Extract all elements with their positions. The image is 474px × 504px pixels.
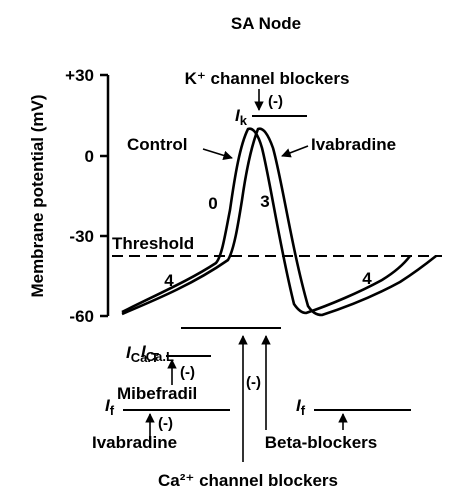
mibefradil-label: Mibefradil — [117, 384, 197, 403]
y-axis: +30 0 -30 -60 — [65, 66, 110, 326]
k-blockers-label: K⁺ channel blockers — [185, 69, 350, 88]
if-left-effect: (-) — [158, 415, 173, 432]
y-tick-label-minus60: -60 — [69, 307, 94, 326]
ivabradine-arrow — [281, 145, 309, 158]
ica-t-effect: (-) — [180, 364, 195, 381]
ica-t-label: ICa.T — [126, 343, 159, 365]
phase-0-label: 0 — [208, 194, 217, 213]
ca-channel-blockers-label: Ca²⁺ channel blockers — [158, 471, 338, 490]
y-tick-label-plus30: +30 — [65, 66, 94, 85]
control-curve — [121, 127, 412, 315]
threshold-label: Threshold — [112, 234, 194, 253]
ivabradine-bottom-label: Ivabradine — [92, 433, 177, 452]
phase-3-label: 3 — [260, 192, 269, 211]
if-right-label: If — [296, 396, 306, 418]
control-label: Control — [127, 135, 187, 154]
beta-blockers-label: Beta-blockers — [265, 433, 377, 452]
phase-4-left-label: 4 — [164, 271, 174, 290]
control-arrow — [202, 148, 233, 161]
y-tick-label-minus30: -30 — [69, 227, 94, 246]
diagram-title: SA Node — [231, 14, 301, 33]
y-axis-label: Membrane potential (mV) — [28, 94, 47, 297]
ik-current-label: Ik — [235, 106, 248, 128]
phase-4-right-label: 4 — [362, 269, 372, 288]
ica-l-label: ICa.L — [141, 342, 174, 364]
ivabradine-curve — [121, 127, 437, 317]
center-effect: (-) — [246, 374, 261, 391]
k-blockers-effect: (-) — [268, 93, 283, 110]
y-tick-label-0: 0 — [85, 147, 94, 166]
ivabradine-curve-label: Ivabradine — [311, 135, 396, 154]
if-left-label: If — [105, 396, 115, 418]
